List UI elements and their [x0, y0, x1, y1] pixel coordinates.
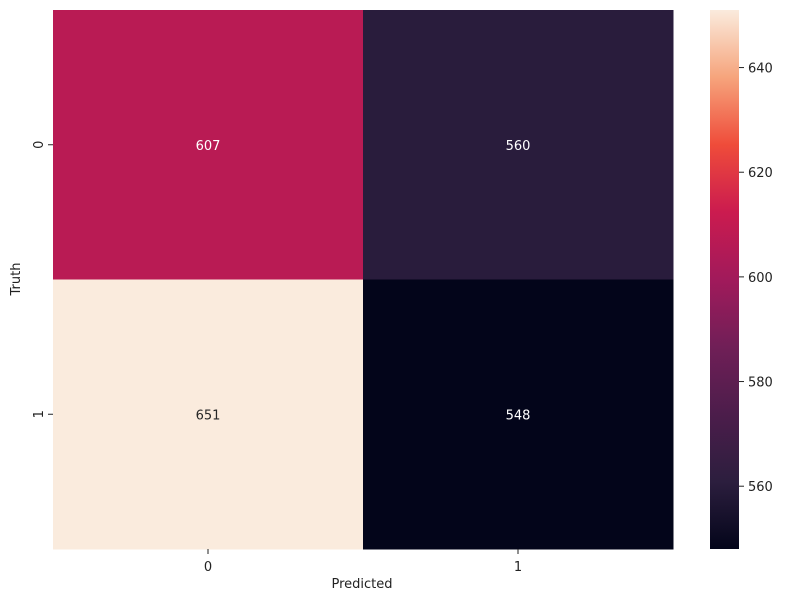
colorbar-tick-label: 560	[748, 480, 773, 495]
heatmap-cells	[53, 10, 674, 550]
colorbar-gradient	[710, 10, 739, 549]
cell-value-label: 607	[196, 139, 221, 154]
heatmap-cell	[363, 279, 674, 550]
x-axis-label: Predicted	[331, 577, 392, 592]
heatmap-cell	[53, 10, 364, 280]
colorbar-tick-label: 580	[748, 376, 773, 391]
cell-value-label: 651	[196, 408, 221, 423]
y-axis-label: Truth	[9, 263, 24, 297]
colorbar-tick-label: 620	[748, 166, 773, 181]
x-tick-label: 0	[204, 560, 212, 575]
colorbar-tick-label: 640	[748, 62, 773, 77]
y-tick-label: 0	[32, 141, 47, 149]
colorbar: 560 580 600 620 640	[710, 10, 773, 549]
y-tick-label: 1	[32, 410, 47, 418]
cell-value-label: 548	[506, 408, 531, 423]
heatmap-cell	[53, 279, 364, 550]
axes: 0 1 0 1	[32, 141, 522, 575]
cell-value-label: 560	[506, 139, 531, 154]
heatmap-cell	[363, 10, 674, 280]
colorbar-tick-label: 600	[748, 271, 773, 286]
cell-annotations: 607 560 651 548	[196, 139, 531, 424]
x-tick-label: 1	[514, 560, 522, 575]
